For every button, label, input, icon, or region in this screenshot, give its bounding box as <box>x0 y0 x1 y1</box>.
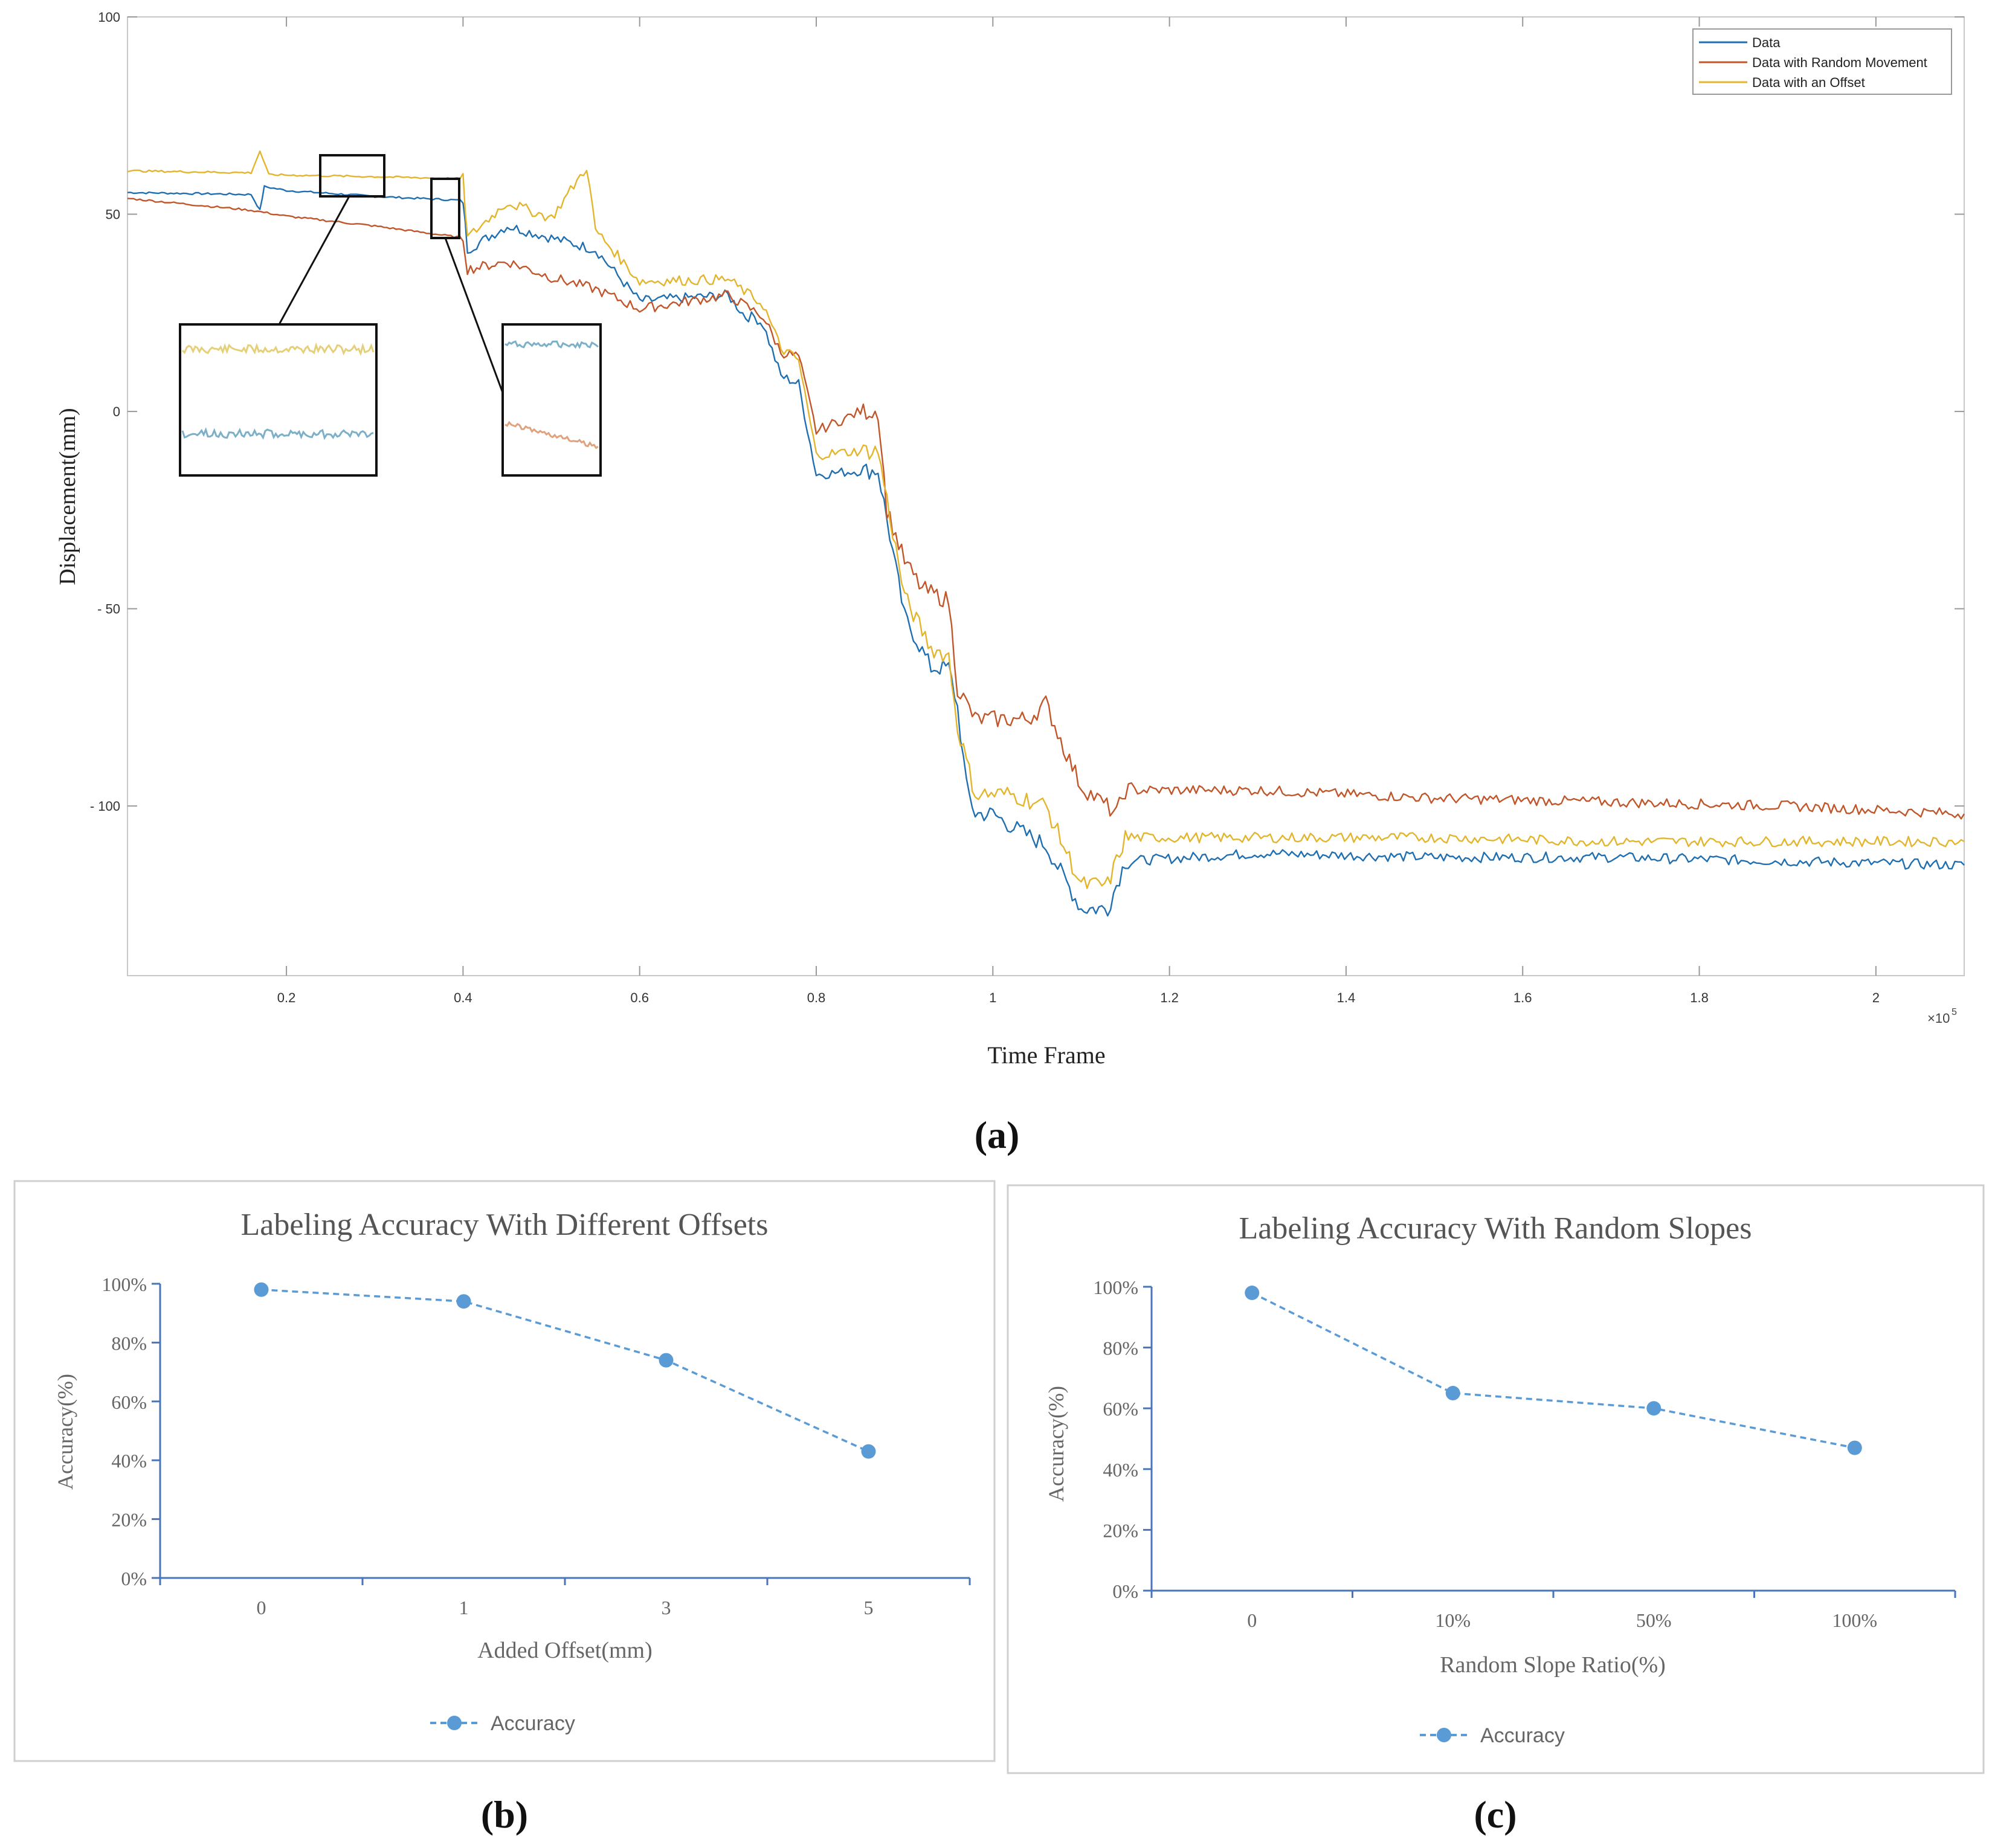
a-x-tick-label: 0.4 <box>454 990 472 1005</box>
c-x-tick-label: 10% <box>1435 1609 1471 1631</box>
b-y-tick-label: 80% <box>111 1332 147 1354</box>
zoom-connector-2 <box>444 237 504 393</box>
inset-2 <box>501 323 602 477</box>
b-series-line <box>261 1288 869 1453</box>
c-x-tick-label: 0 <box>1247 1609 1257 1631</box>
b-x-tick-label: 5 <box>864 1597 874 1618</box>
c-y-tick-label: 0% <box>1112 1580 1138 1602</box>
c-x-tick-label: 100% <box>1832 1609 1877 1631</box>
b-data-point <box>456 1294 471 1309</box>
a-series <box>127 150 1965 917</box>
panel-c: Labeling Accuracy With Random Slopes 0% 2… <box>1007 1184 1985 1836</box>
b-axes: 0% 20% 40% 60% 80% 100% 0 1 3 5 <box>102 1273 971 1618</box>
a-x-multiplier-exp: 5 <box>1952 1007 1957 1017</box>
c-series-line <box>1251 1292 1855 1449</box>
a-x-tick-label: 1.8 <box>1690 990 1709 1005</box>
a-y-axis-label: Displacement(mm) <box>55 408 80 585</box>
inset-2-movement-trace <box>504 420 599 449</box>
c-x-tick-label: 50% <box>1636 1609 1672 1631</box>
c-series <box>1245 1286 1862 1455</box>
b-title: Labeling Accuracy With Different Offsets <box>241 1208 769 1242</box>
b-y-axis-label: Accuracy(%) <box>53 1374 77 1490</box>
b-legend-label: Accuracy <box>491 1712 575 1735</box>
inset-1-data-trace <box>181 427 374 440</box>
c-data-point <box>1245 1286 1260 1301</box>
c-data-point <box>1847 1440 1862 1455</box>
a-y-tick-label: 50 <box>106 207 120 222</box>
c-legend-label: Accuracy <box>1480 1724 1565 1747</box>
b-x-tick-label: 0 <box>257 1597 266 1618</box>
b-x-tick-label: 3 <box>662 1597 671 1618</box>
b-y-tick-label: 100% <box>102 1273 147 1295</box>
a-x-tick-label: 2 <box>1872 990 1880 1005</box>
b-legend: Accuracy <box>430 1712 575 1735</box>
a-y-ticks: 100 50 0 - 50 - 100 <box>90 10 1964 814</box>
c-x-axis-label: Random Slope Ratio(%) <box>1440 1652 1666 1678</box>
c-y-tick-label: 100% <box>1093 1277 1138 1298</box>
c-y-tick-label: 60% <box>1103 1398 1138 1420</box>
zoom-connector-1 <box>278 196 350 325</box>
a-x-multiplier: ×10 <box>1927 1011 1950 1026</box>
c-legend-marker <box>1437 1728 1451 1742</box>
a-legend: Data Data with Random Movement Data with… <box>1692 28 1952 95</box>
c-y-axis-label: Accuracy(%) <box>1044 1386 1068 1502</box>
a-series-line-1 <box>127 198 1965 820</box>
b-x-tick-label: 1 <box>459 1597 469 1618</box>
inset-1 <box>179 323 378 477</box>
a-y-tick-label: - 50 <box>97 602 120 617</box>
c-legend: Accuracy <box>1420 1724 1565 1747</box>
inset-1-offset-trace <box>181 342 375 356</box>
a-x-tick-label: 1.4 <box>1337 990 1356 1005</box>
a-legend-label-movement: Data with Random Movement <box>1752 55 1927 70</box>
panel-b: Labeling Accuracy With Different Offsets… <box>13 1180 996 1836</box>
zoom-box-2 <box>430 178 460 239</box>
a-y-tick-label: 100 <box>98 10 120 25</box>
c-title: Labeling Accuracy With Random Slopes <box>1239 1211 1752 1246</box>
inset-2-data-trace <box>504 340 599 349</box>
b-data-point <box>861 1444 876 1459</box>
c-axes: 0% 20% 40% 60% 80% 100% 0 10% 50% 100% <box>1093 1277 1956 1631</box>
a-legend-label-offset: Data with an Offset <box>1752 75 1865 90</box>
a-y-tick-label: 0 <box>113 404 120 419</box>
b-x-axis-label: Added Offset(mm) <box>477 1638 653 1663</box>
panel-c-border <box>1007 1184 1985 1774</box>
a-x-tick-label: 0.2 <box>277 990 296 1005</box>
a-x-tick-label: 0.6 <box>630 990 649 1005</box>
a-x-tick-label: 1.6 <box>1513 990 1532 1005</box>
b-y-tick-label: 60% <box>111 1391 147 1413</box>
a-series-line-2 <box>127 150 1965 889</box>
a-x-tick-label: 1.2 <box>1160 990 1179 1005</box>
b-series <box>254 1282 876 1459</box>
a-x-axis-label: Time Frame <box>987 1042 1105 1069</box>
panel-b-border <box>13 1180 996 1762</box>
a-legend-label-data: Data <box>1752 35 1781 50</box>
panel-label-c: (c) <box>1474 1793 1517 1836</box>
plot-a-frame <box>127 16 1965 976</box>
b-data-point <box>659 1353 674 1368</box>
c-y-tick-label: 80% <box>1103 1338 1138 1359</box>
b-data-point <box>254 1282 269 1297</box>
a-x-tick-label: 0.8 <box>807 990 826 1005</box>
panel-a: 100 50 0 - 50 - 100 0.2 0.4 0.6 0.8 1 1.2 1.4 1.6 1.… <box>55 10 1965 1156</box>
zoom-box-1 <box>319 154 385 198</box>
a-x-ticks: 0.2 0.4 0.6 0.8 1 1.2 1.4 1.6 1.8 2 <box>277 17 1880 1005</box>
b-y-tick-label: 40% <box>111 1450 147 1472</box>
a-y-tick-label: - 100 <box>90 799 120 814</box>
b-legend-marker <box>447 1716 462 1730</box>
c-data-point <box>1646 1401 1662 1416</box>
panel-label-a: (a) <box>975 1113 1020 1156</box>
c-data-point <box>1445 1386 1460 1401</box>
b-y-tick-label: 0% <box>121 1568 147 1589</box>
a-x-tick-label: 1 <box>989 990 996 1005</box>
b-y-tick-label: 20% <box>111 1509 147 1531</box>
c-y-tick-label: 40% <box>1103 1459 1138 1481</box>
panel-label-b: (b) <box>481 1793 528 1836</box>
c-y-tick-label: 20% <box>1103 1519 1138 1541</box>
